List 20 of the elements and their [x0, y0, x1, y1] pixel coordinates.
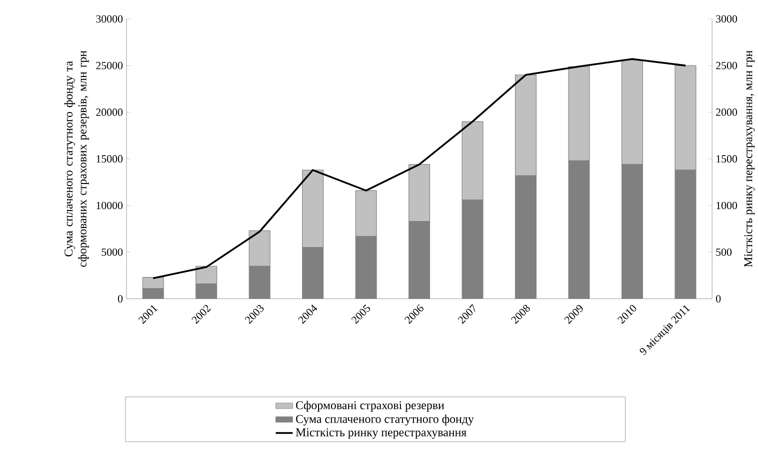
y2-tick-label: 1000 [716, 202, 738, 210]
line-series [152, 58, 686, 280]
y-tick-label: 20000 [96, 108, 123, 116]
y2-tick-label: 500 [716, 248, 732, 256]
y2-tick-label: 3000 [716, 15, 738, 23]
y2-tick-label: 1500 [716, 155, 738, 162]
legend-label: Сума сплаченого статутного фонду [296, 414, 474, 426]
y2-tick-label: 2000 [716, 108, 738, 116]
legend-label: Сформовані страхові резерви [296, 400, 444, 412]
y-axis-title: Сума сплаченого статутного фонду та сформованих страхових резервів, млн грн [64, 50, 89, 267]
y-tick-label: 15000 [96, 155, 123, 162]
y2-tick-label: 2500 [716, 62, 738, 70]
legend-label: Місткість ринку перестрахування [296, 428, 466, 439]
y-tick-label: 5000 [102, 248, 123, 256]
y-tick-label: 30000 [96, 15, 123, 23]
y-tick-label: 10000 [96, 202, 123, 210]
y-tick-label: 0 [118, 295, 123, 302]
y-tick-label: 25000 [96, 62, 123, 70]
y2-axis-title: Місткість ринку перестрахування, млн грн [744, 50, 755, 267]
y2-tick-label: 0 [716, 295, 721, 302]
